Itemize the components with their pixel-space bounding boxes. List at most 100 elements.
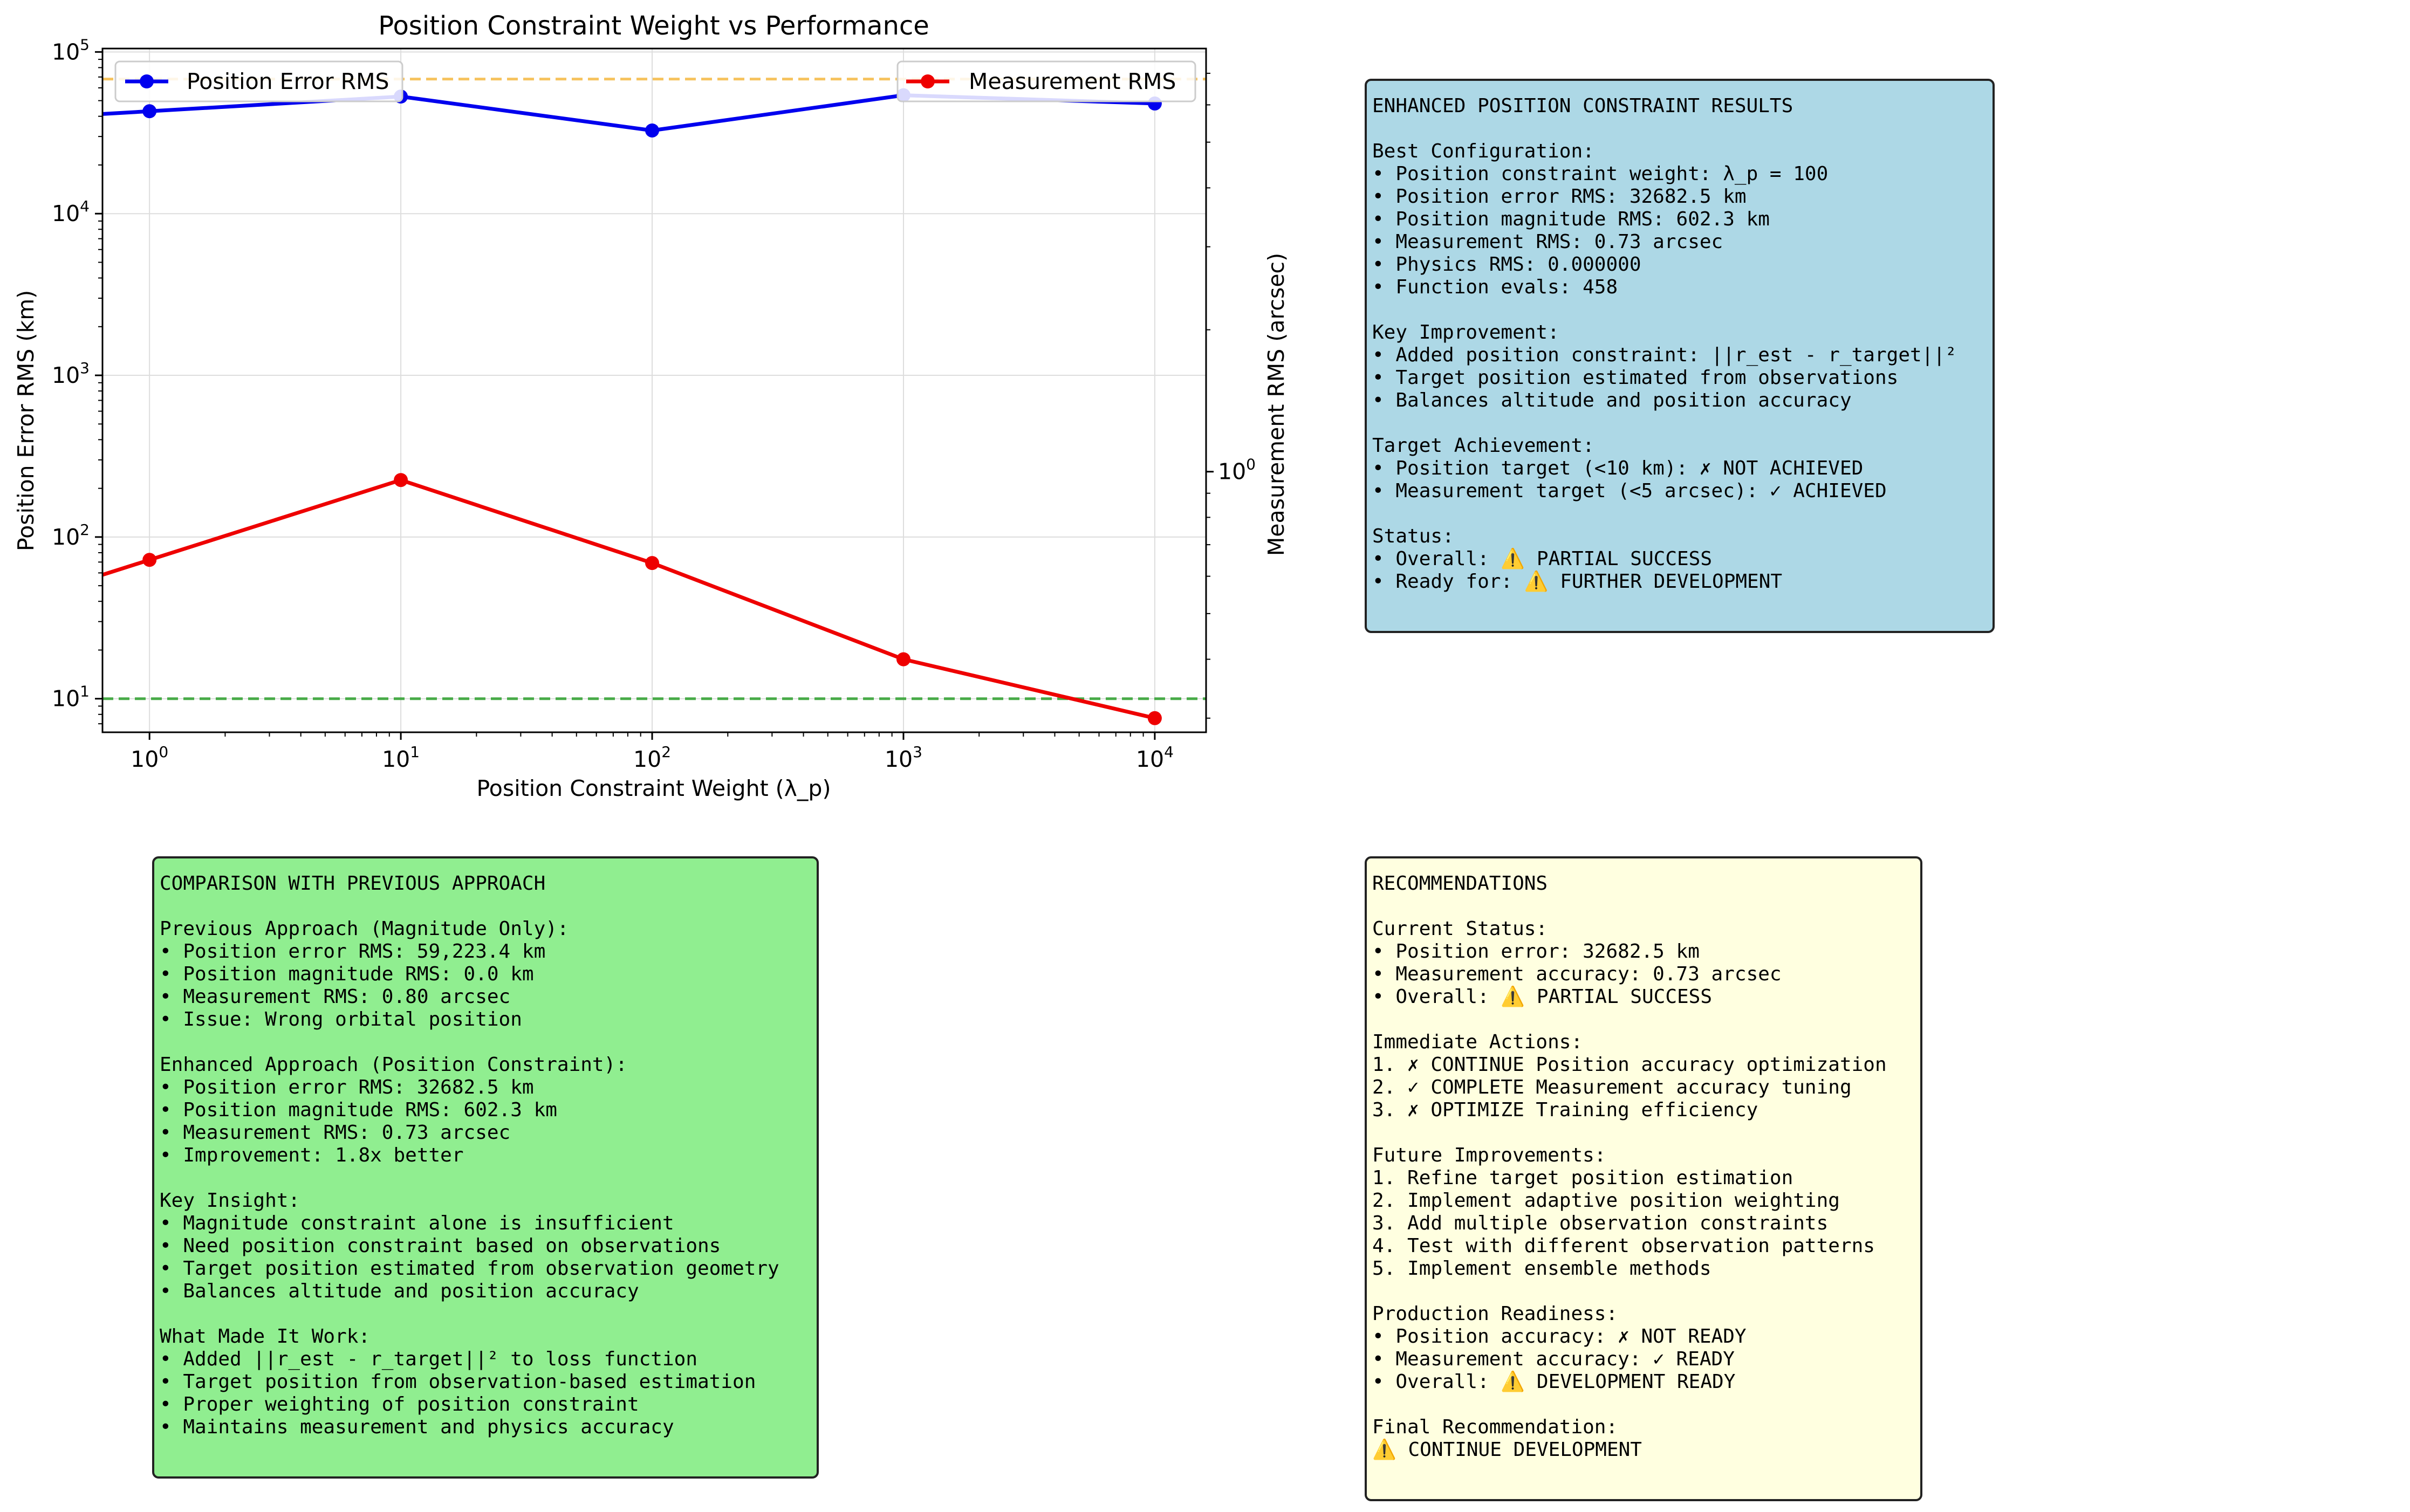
comparison-line: COMPARISON WITH PREVIOUS APPROACH bbox=[160, 872, 546, 895]
grid-layer bbox=[102, 49, 1206, 732]
y-tick-label: 102 bbox=[52, 521, 90, 550]
comparison-line: • Balances altitude and position accurac… bbox=[160, 1280, 639, 1302]
comparison-line: • Position magnitude RMS: 0.0 km bbox=[160, 963, 534, 985]
recommendations-line: • Overall: ⚠️ DEVELOPMENT READY bbox=[1372, 1371, 1736, 1393]
results-line: Status: bbox=[1372, 525, 1454, 547]
y-tick-label: 101 bbox=[52, 683, 90, 712]
recommendations-line bbox=[1372, 1280, 1915, 1303]
comparison-line: • Need position constraint based on obse… bbox=[160, 1235, 721, 1257]
results-line: • Added position constraint: ||r_est - r… bbox=[1372, 344, 1957, 366]
comparison-line bbox=[160, 1167, 811, 1190]
results-line: Target Achievement: bbox=[1372, 435, 1594, 457]
recommendations-line: 5. Implement ensemble methods bbox=[1372, 1257, 1711, 1280]
data-point bbox=[1147, 711, 1162, 725]
legend-measurement: Measurement RMS bbox=[896, 60, 1196, 102]
recommendations-line: Final Recommendation: bbox=[1372, 1416, 1618, 1438]
results-line: • Physics RMS: 0.000000 bbox=[1372, 253, 1641, 276]
recommendations-line: • Measurement accuracy: 0.73 arcsec bbox=[1372, 963, 1782, 985]
comparison-line: • Target position estimated from observa… bbox=[160, 1257, 779, 1280]
legend-left-marker bbox=[140, 74, 154, 88]
data-point bbox=[645, 556, 660, 571]
data-point bbox=[394, 473, 408, 487]
y-axis-label: Position Error RMS (km) bbox=[13, 290, 39, 551]
results-line: • Ready for: ⚠️ FURTHER DEVELOPMENT bbox=[1372, 571, 1783, 593]
comparison-line: • Maintains measurement and physics accu… bbox=[160, 1416, 674, 1438]
comparison-line bbox=[160, 895, 811, 918]
results-line: ENHANCED POSITION CONSTRAINT RESULTS bbox=[1372, 95, 1793, 117]
results-line bbox=[1372, 503, 1987, 525]
results-line: • Position error RMS: 32682.5 km bbox=[1372, 185, 1747, 208]
recommendations-line bbox=[1372, 1393, 1915, 1416]
comparison-line: What Made It Work: bbox=[160, 1325, 371, 1348]
x-tick-label: 100 bbox=[131, 743, 168, 772]
results-line: • Position target (<10 km): ✗ NOT ACHIEV… bbox=[1372, 457, 1864, 479]
legend-left-frame bbox=[114, 60, 403, 102]
data-point bbox=[645, 123, 660, 138]
recommendations-line: 1. Refine target position estimation bbox=[1372, 1167, 1793, 1189]
recommendations-line: Current Status: bbox=[1372, 918, 1548, 940]
x-tick-label: 103 bbox=[885, 743, 922, 772]
legend-right-marker bbox=[921, 74, 935, 88]
comparison-line bbox=[160, 1303, 811, 1325]
results-line: • Overall: ⚠️ PARTIAL SUCCESS bbox=[1372, 548, 1713, 570]
results-line: Best Configuration: bbox=[1372, 140, 1594, 162]
x-tick-label: 102 bbox=[633, 743, 671, 772]
x-axis-label: Position Constraint Weight (λ_p) bbox=[477, 775, 831, 801]
results-line: • Function evals: 458 bbox=[1372, 276, 1618, 298]
legend-position-error: Position Error RMS bbox=[114, 60, 403, 102]
comparison-line: • Target position from observation-based… bbox=[160, 1371, 756, 1393]
comparison-line: • Magnitude constraint alone is insuffic… bbox=[160, 1212, 674, 1234]
performance-chart: 100 101 102 103 104 101 102 103 104 105 100 Positi… bbox=[13, 11, 1289, 801]
legend-right-label: Measurement RMS bbox=[969, 68, 1176, 94]
comparison-line: • Issue: Wrong orbital position bbox=[160, 1008, 522, 1030]
y-tick-label: 104 bbox=[52, 197, 90, 226]
comparison-line: • Measurement RMS: 0.80 arcsec bbox=[160, 986, 511, 1008]
results-panel: ENHANCED POSITION CONSTRAINT RESULTS Best… bbox=[1365, 79, 1995, 633]
comparison-line: • Improvement: 1.8x better bbox=[160, 1144, 464, 1166]
recommendations-line: 2. Implement adaptive position weighting bbox=[1372, 1190, 1840, 1212]
recommendations-line: • Overall: ⚠️ PARTIAL SUCCESS bbox=[1372, 986, 1713, 1008]
recommendations-line: 3. Add multiple observation constraints bbox=[1372, 1212, 1829, 1234]
series-layer bbox=[101, 88, 1162, 725]
comparison-line bbox=[160, 1031, 811, 1054]
comparison-line: Enhanced Approach (Position Constraint): bbox=[160, 1054, 627, 1076]
results-line bbox=[1372, 412, 1987, 435]
recommendations-line: • Position error: 32682.5 km bbox=[1372, 940, 1700, 963]
recommendations-line: • Measurement accuracy: ✓ READY bbox=[1372, 1348, 1735, 1370]
reference-lines bbox=[102, 78, 1206, 700]
series-line-measurement-rms bbox=[101, 478, 1155, 720]
results-line: Key Improvement: bbox=[1372, 321, 1559, 343]
recommendations-line bbox=[1372, 1122, 1915, 1144]
results-line: • Position constraint weight: λ_p = 100 bbox=[1372, 163, 1829, 185]
chart-title: Position Constraint Weight vs Performanc… bbox=[378, 11, 929, 41]
recommendations-line: 1. ✗ CONTINUE Position accuracy optimiza… bbox=[1372, 1054, 1887, 1076]
results-line: • Target position estimated from observa… bbox=[1372, 367, 1899, 389]
y-tick-label: 105 bbox=[52, 36, 90, 65]
legend-right-frame bbox=[896, 60, 1196, 102]
comparison-line: Previous Approach (Magnitude Only): bbox=[160, 918, 569, 940]
data-point bbox=[142, 553, 157, 567]
results-line bbox=[1372, 118, 1987, 140]
results-line: • Measurement target (<5 arcsec): ✓ ACHI… bbox=[1372, 480, 1887, 502]
results-line: • Balances altitude and position accurac… bbox=[1372, 389, 1852, 411]
data-point bbox=[896, 652, 910, 666]
x-tick-label: 101 bbox=[382, 743, 420, 772]
legend-left-label: Position Error RMS bbox=[187, 68, 389, 94]
results-line bbox=[1372, 299, 1987, 321]
results-line: • Measurement RMS: 0.73 arcsec bbox=[1372, 231, 1723, 253]
recommendations-line: • Position accuracy: ✗ NOT READY bbox=[1372, 1325, 1747, 1348]
recommendations-line: Future Improvements: bbox=[1372, 1144, 1606, 1166]
y2-axis-label: Measurement RMS (arcsec) bbox=[1263, 253, 1289, 556]
recommendations-line: Immediate Actions: bbox=[1372, 1031, 1583, 1053]
x-tick-label: 104 bbox=[1136, 743, 1174, 772]
comparison-line: • Position error RMS: 59,223.4 km bbox=[160, 940, 546, 963]
recommendations-line bbox=[1372, 1008, 1915, 1031]
recommendations-line: 4. Test with different observation patte… bbox=[1372, 1235, 1875, 1257]
recommendations-line: ⚠️ CONTINUE DEVELOPMENT bbox=[1372, 1439, 1642, 1461]
recommendations-line: 3. ✗ OPTIMIZE Training efficiency bbox=[1372, 1099, 1758, 1121]
comparison-line: • Measurement RMS: 0.73 arcsec bbox=[160, 1122, 511, 1144]
comparison-line: • Position error RMS: 32682.5 km bbox=[160, 1076, 534, 1098]
comparison-panel: COMPARISON WITH PREVIOUS APPROACH Previou… bbox=[152, 856, 819, 1479]
comparison-line: • Proper weighting of position constrain… bbox=[160, 1393, 639, 1415]
comparison-line: Key Insight: bbox=[160, 1190, 300, 1212]
